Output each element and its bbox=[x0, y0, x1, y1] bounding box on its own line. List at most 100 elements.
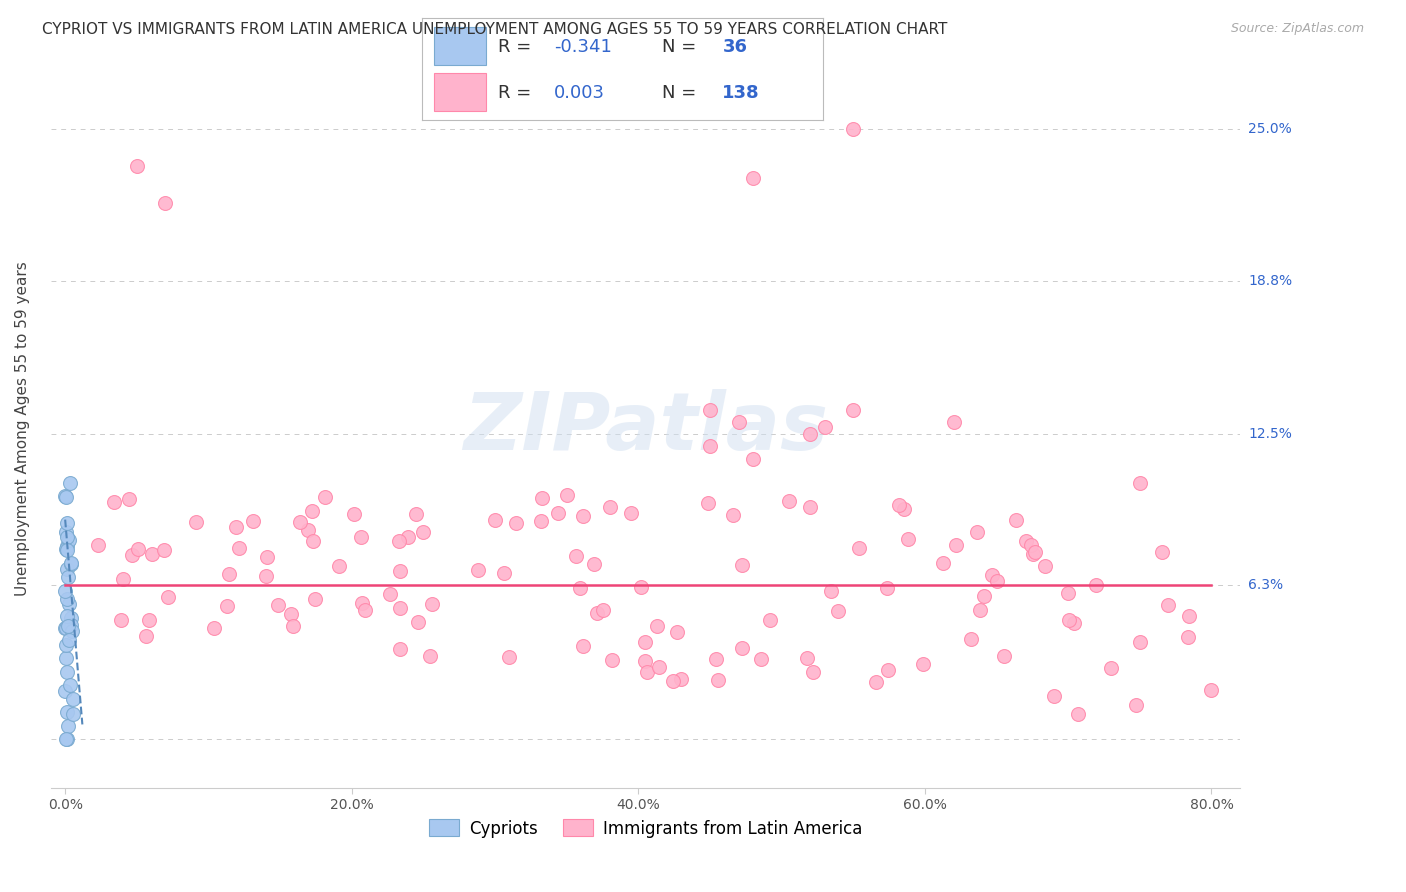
Point bbox=[283, 619, 305, 633]
Point bbox=[267, 599, 290, 613]
Point bbox=[1152, 545, 1174, 559]
Point bbox=[389, 642, 412, 657]
Point bbox=[498, 649, 520, 664]
Point bbox=[897, 532, 920, 546]
Point bbox=[749, 652, 772, 666]
Point bbox=[350, 530, 373, 544]
Point bbox=[218, 566, 240, 581]
Point bbox=[304, 592, 326, 607]
Point bbox=[56, 619, 79, 633]
Point bbox=[467, 563, 489, 577]
Point bbox=[531, 491, 554, 505]
Point bbox=[1024, 545, 1046, 559]
Point bbox=[1178, 609, 1201, 624]
Point bbox=[121, 548, 143, 562]
Point bbox=[55, 705, 77, 719]
Point bbox=[328, 559, 350, 574]
Point bbox=[58, 597, 80, 611]
Point bbox=[406, 615, 429, 629]
Point bbox=[157, 590, 180, 604]
Point bbox=[931, 557, 953, 571]
Text: 138: 138 bbox=[723, 84, 761, 102]
Point bbox=[1177, 630, 1199, 644]
Point bbox=[1022, 547, 1045, 561]
Point bbox=[742, 451, 765, 466]
Point bbox=[125, 159, 148, 173]
Point bbox=[290, 515, 312, 529]
Text: N =: N = bbox=[662, 37, 702, 55]
Point bbox=[969, 602, 991, 616]
Point bbox=[742, 171, 765, 186]
Point bbox=[138, 613, 160, 627]
Text: 6.3%: 6.3% bbox=[1249, 578, 1284, 592]
Point bbox=[993, 649, 1015, 664]
Point bbox=[59, 476, 82, 491]
Point bbox=[55, 541, 77, 556]
Point bbox=[586, 606, 609, 620]
Point bbox=[1063, 615, 1085, 630]
Point bbox=[911, 657, 934, 671]
Point bbox=[699, 403, 721, 417]
Point bbox=[127, 542, 149, 557]
Point bbox=[778, 494, 800, 508]
Point bbox=[1125, 698, 1147, 713]
Point bbox=[60, 617, 83, 632]
Point bbox=[842, 122, 865, 136]
Point bbox=[565, 549, 588, 563]
Point bbox=[58, 632, 80, 647]
Point bbox=[1057, 613, 1080, 627]
Point bbox=[103, 495, 125, 509]
Point bbox=[620, 506, 643, 520]
Point bbox=[796, 651, 818, 665]
Point bbox=[62, 624, 84, 639]
Point bbox=[55, 638, 77, 652]
Point bbox=[314, 490, 336, 504]
Point bbox=[53, 683, 76, 698]
Text: 0.003: 0.003 bbox=[554, 84, 605, 102]
Bar bbox=[434, 73, 486, 112]
Text: 25.0%: 25.0% bbox=[1249, 122, 1292, 136]
Point bbox=[980, 567, 1002, 582]
Point bbox=[280, 607, 302, 621]
Point bbox=[727, 415, 749, 429]
Point bbox=[56, 718, 79, 732]
Point bbox=[820, 584, 842, 599]
Point bbox=[153, 542, 176, 557]
Point bbox=[662, 674, 685, 689]
Point bbox=[388, 533, 411, 548]
Point bbox=[877, 663, 900, 677]
Point bbox=[973, 589, 995, 603]
Point bbox=[118, 492, 141, 507]
Point bbox=[343, 507, 366, 521]
Point bbox=[986, 574, 1008, 588]
Text: -0.341: -0.341 bbox=[554, 37, 612, 55]
Point bbox=[889, 498, 911, 512]
Text: CYPRIOT VS IMMIGRANTS FROM LATIN AMERICA UNEMPLOYMENT AMONG AGES 55 TO 59 YEARS : CYPRIOT VS IMMIGRANTS FROM LATIN AMERICA… bbox=[42, 22, 948, 37]
Point bbox=[634, 654, 657, 668]
Point bbox=[56, 543, 79, 558]
Point bbox=[1157, 598, 1180, 612]
Point bbox=[55, 621, 77, 635]
Point bbox=[242, 514, 264, 528]
Point bbox=[110, 613, 132, 627]
Point bbox=[55, 530, 77, 544]
Point bbox=[582, 557, 605, 571]
Point bbox=[388, 601, 411, 615]
Point bbox=[135, 629, 157, 643]
Point bbox=[848, 541, 870, 555]
Point bbox=[599, 500, 621, 515]
Y-axis label: Unemployment Among Ages 55 to 59 years: Unemployment Among Ages 55 to 59 years bbox=[15, 260, 30, 596]
Point bbox=[405, 507, 427, 521]
Point bbox=[111, 573, 134, 587]
Point bbox=[56, 665, 79, 679]
Point bbox=[1129, 476, 1152, 491]
Point bbox=[56, 591, 79, 606]
Text: Source: ZipAtlas.com: Source: ZipAtlas.com bbox=[1230, 22, 1364, 36]
Point bbox=[1201, 683, 1223, 698]
Point bbox=[256, 549, 278, 564]
Point bbox=[62, 691, 84, 706]
Point bbox=[53, 621, 76, 635]
Point bbox=[225, 519, 247, 533]
Point bbox=[254, 569, 277, 583]
Bar bbox=[434, 27, 486, 65]
